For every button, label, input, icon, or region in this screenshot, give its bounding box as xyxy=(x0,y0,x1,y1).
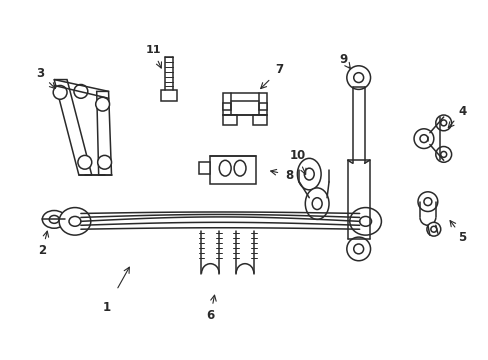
Bar xyxy=(161,90,177,101)
Text: 5: 5 xyxy=(457,231,466,244)
Text: 2: 2 xyxy=(38,244,46,257)
Ellipse shape xyxy=(353,73,363,82)
Ellipse shape xyxy=(430,226,436,232)
Bar xyxy=(223,93,266,115)
Text: 3: 3 xyxy=(36,67,44,80)
Ellipse shape xyxy=(440,120,446,126)
Text: 4: 4 xyxy=(457,105,466,118)
Text: 1: 1 xyxy=(102,301,110,315)
Bar xyxy=(258,103,266,110)
Ellipse shape xyxy=(59,208,91,235)
Ellipse shape xyxy=(426,222,440,236)
Ellipse shape xyxy=(49,215,59,223)
Ellipse shape xyxy=(69,216,81,226)
Ellipse shape xyxy=(78,156,92,169)
Polygon shape xyxy=(97,91,111,175)
Ellipse shape xyxy=(440,152,446,157)
Text: 10: 10 xyxy=(289,149,305,162)
Ellipse shape xyxy=(423,198,431,206)
Polygon shape xyxy=(198,162,210,174)
Polygon shape xyxy=(54,80,92,175)
Text: 11: 11 xyxy=(145,45,161,55)
Polygon shape xyxy=(252,115,266,125)
Ellipse shape xyxy=(96,97,109,111)
Ellipse shape xyxy=(417,192,437,212)
Text: 7: 7 xyxy=(275,63,283,76)
Text: 6: 6 xyxy=(206,309,214,322)
Ellipse shape xyxy=(219,160,231,176)
Ellipse shape xyxy=(234,160,245,176)
Polygon shape xyxy=(223,115,237,125)
Bar xyxy=(223,103,231,110)
Ellipse shape xyxy=(413,129,433,148)
Ellipse shape xyxy=(98,156,111,169)
Ellipse shape xyxy=(42,211,66,228)
Ellipse shape xyxy=(346,66,370,89)
Ellipse shape xyxy=(346,237,370,261)
Ellipse shape xyxy=(435,147,451,162)
Bar xyxy=(210,156,255,184)
Ellipse shape xyxy=(349,208,381,235)
Text: 8: 8 xyxy=(285,168,293,181)
Ellipse shape xyxy=(53,85,67,99)
Ellipse shape xyxy=(74,85,88,98)
Ellipse shape xyxy=(359,216,371,226)
Ellipse shape xyxy=(435,115,451,131)
Ellipse shape xyxy=(311,198,322,210)
Ellipse shape xyxy=(353,244,363,254)
Ellipse shape xyxy=(419,135,427,143)
Ellipse shape xyxy=(297,158,321,190)
Text: 9: 9 xyxy=(339,53,347,66)
Ellipse shape xyxy=(305,188,328,219)
Ellipse shape xyxy=(304,168,314,180)
